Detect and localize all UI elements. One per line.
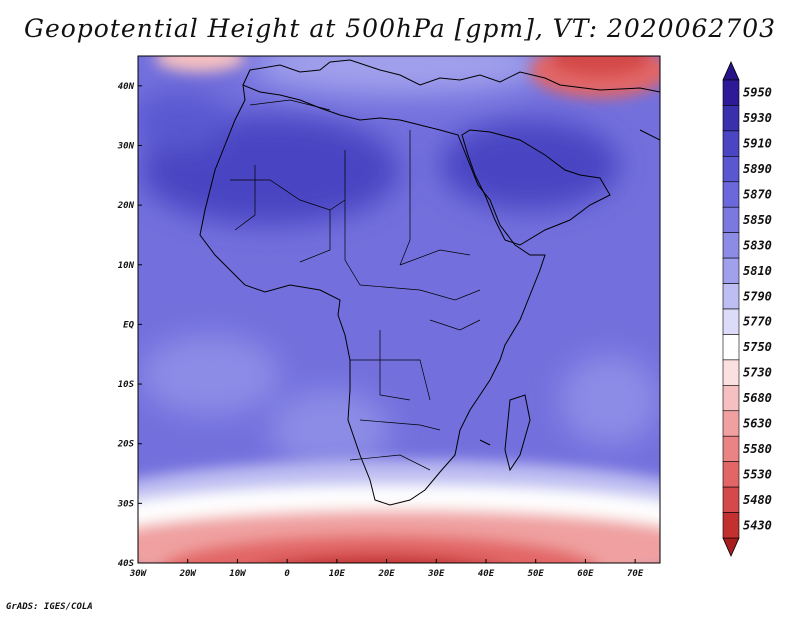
colorbar-swatch (722, 385, 740, 412)
colorbar-swatch (722, 334, 740, 361)
colorbar-label: 5530 (743, 467, 772, 481)
atlantic-high (138, 90, 230, 150)
colorbar-label: 5750 (743, 340, 772, 354)
colorbar-swatch (722, 512, 740, 539)
colorbar-swatch (722, 181, 740, 208)
colorbar-label: 5870 (743, 188, 772, 202)
arabian-high (440, 120, 620, 210)
footer-credit: GrADS: IGES/COLA (6, 602, 93, 612)
colorbar-label: 5850 (743, 213, 772, 227)
lon-tick-label: 30W (129, 569, 148, 579)
colorbar-swatch (722, 79, 740, 106)
colorbar-high-arrow (722, 61, 740, 81)
colorbar-swatch (722, 486, 740, 513)
lon-tick-label: 60E (577, 569, 594, 579)
colorbar-label: 5430 (743, 518, 772, 532)
lon-tick-label: 30E (427, 569, 445, 579)
lat-tick-label: 10S (118, 380, 135, 390)
colorbar-label: 5810 (743, 264, 772, 278)
colorbar-low-arrow (722, 537, 740, 557)
colorbar-swatch (722, 206, 740, 233)
lon-tick-label: 40E (478, 569, 495, 579)
colorbar-label: 5890 (743, 162, 772, 176)
colorbar-swatch (722, 257, 740, 284)
southern-trough (138, 56, 660, 563)
colorbar-label: 5930 (743, 111, 772, 125)
colorbar-label: 5580 (743, 442, 772, 456)
lat-tick-label: 20N (117, 201, 135, 211)
lat-tick-label: 40S (118, 559, 135, 569)
colorbar-swatch (722, 410, 740, 437)
height-field (138, 56, 660, 563)
colorbar-label: 5770 (743, 315, 772, 329)
lon-tick-label: 20W (179, 569, 198, 579)
lat-tick-label: 10N (118, 261, 135, 271)
cooler-region-east (560, 355, 660, 445)
colorbar-label: 5730 (743, 366, 772, 380)
lon-tick-label: 50E (528, 569, 545, 579)
colorbar-label: 5480 (743, 493, 772, 507)
lat-tick-label: 20S (117, 440, 135, 450)
lat-tick-label: 30S (117, 499, 135, 509)
colorbar-label: 5950 (743, 86, 772, 100)
colorbar-swatch (722, 359, 740, 386)
lon-tick-label: 70E (627, 569, 644, 579)
map-frame (137, 55, 661, 564)
country-borders (230, 99, 481, 471)
colorbar-swatch (722, 105, 740, 132)
colorbar-swatch (722, 435, 740, 462)
colorbar-swatch (722, 283, 740, 310)
colorbar-swatch (722, 130, 740, 157)
longitude-axis: 30W 20W 10W 0 10E 20E 30E 40E 50E 60E 70E (129, 559, 644, 579)
colorbar-swatch (722, 232, 740, 259)
coastlines (199, 59, 660, 506)
north-gradient (250, 56, 550, 95)
lon-tick-label: 10E (329, 569, 346, 579)
colorbar-swatch (722, 308, 740, 335)
lon-tick-label: 20E (377, 569, 395, 579)
colorbar-label: 5830 (743, 238, 772, 252)
colorbar-label: 5790 (743, 289, 772, 303)
cooler-region-west (140, 335, 280, 415)
lat-tick-label: EQ (123, 320, 134, 330)
colorbar-swatch (722, 156, 740, 183)
lon-tick-label: 10W (229, 569, 247, 579)
latitude-axis: 40N 30N 20N 10N EQ 10S 20S 30S 40S (117, 82, 142, 569)
colorbar-label: 5910 (743, 137, 772, 151)
lon-tick-label: 0 (284, 569, 290, 579)
colorbar: 5950 5930 5910 5890 5870 5850 5830 5810 5790 5770… (722, 61, 772, 557)
lat-tick-label: 30N (117, 141, 135, 151)
colorbar-label: 5630 (743, 417, 772, 431)
cooler-region-south (270, 390, 390, 470)
chart-title: Geopotential Height at 500hPa [gpm], VT:… (23, 14, 777, 43)
colorbar-swatch (722, 461, 740, 488)
colorbar-label: 5680 (743, 391, 772, 405)
lat-tick-label: 40N (118, 82, 135, 92)
